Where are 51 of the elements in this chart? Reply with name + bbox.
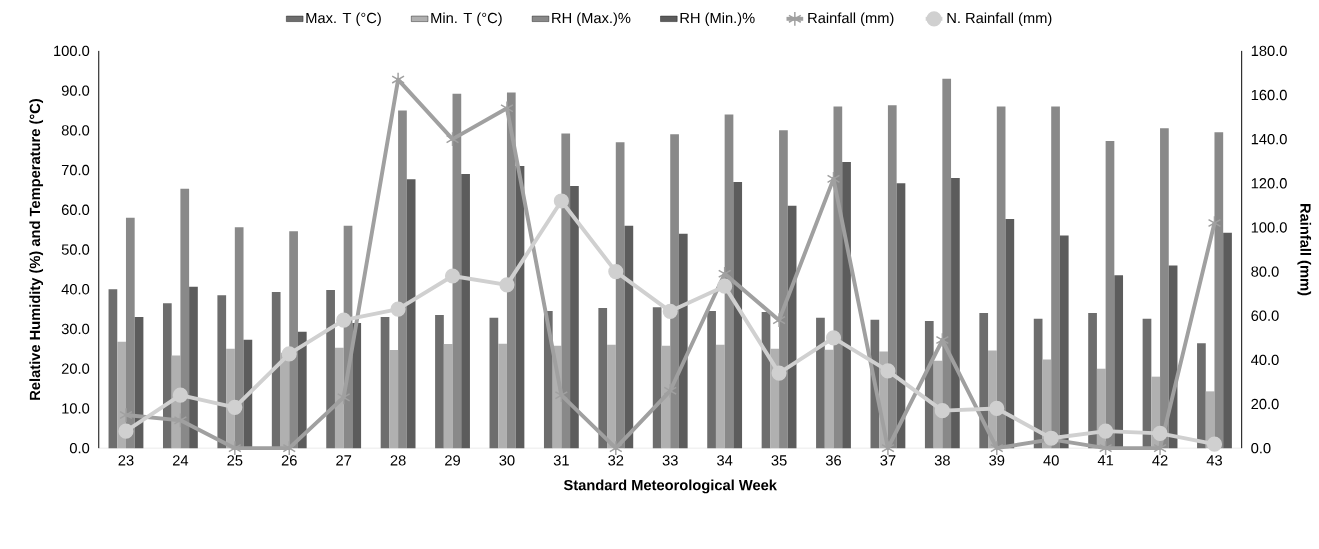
x-tick-label: 26 — [281, 455, 297, 466]
x-tick-label: 37 — [880, 455, 896, 466]
x-tick-label: 41 — [1097, 455, 1114, 466]
y-tick-label: 60.0 — [61, 204, 90, 215]
x-axis-title: Standard Meteorological Week — [563, 479, 777, 494]
x-tick-label: 28 — [390, 455, 406, 466]
legend-label: Min. T (°C) — [431, 12, 502, 27]
y-tick-label: 80.0 — [61, 125, 90, 136]
y2-tick-label: 180.0 — [1251, 45, 1287, 57]
y2-tick-label: 160.0 — [1251, 89, 1287, 101]
legend-label: Max. T (°C) — [306, 12, 381, 27]
y-tick-label: 50.0 — [61, 244, 90, 255]
x-tick-label: 29 — [445, 455, 460, 466]
x-tick-label: 24 — [172, 455, 189, 466]
x-tick-label: 43 — [1206, 455, 1222, 466]
x-tick-label: 35 — [771, 455, 787, 466]
legend-label: RH (Max.)% — [552, 12, 631, 27]
legend-label: RH (Min.)% — [680, 12, 755, 27]
y2-tick-label: 60.0 — [1251, 310, 1279, 321]
y2-tick-label: 120.0 — [1251, 178, 1287, 189]
y-tick-label: 30.0 — [61, 323, 90, 335]
y2-tick-label: 40.0 — [1251, 354, 1279, 366]
x-tick-label: 40 — [1043, 455, 1059, 466]
x-tick-label: 32 — [608, 455, 624, 466]
x-tick-label: 33 — [662, 455, 678, 466]
y2-tick-label: 140.0 — [1251, 133, 1287, 145]
y-tick-label: 0.0 — [69, 442, 90, 454]
y2-tick-label: 20.0 — [1251, 398, 1279, 410]
y-tick-label: 20.0 — [61, 363, 90, 374]
x-tick-label: 27 — [336, 455, 352, 466]
y-tick-label: 10.0 — [62, 403, 90, 414]
y2-axis-title: Rainfall (mm) — [1297, 204, 1312, 296]
y-axis-title: Relative Humidity (%) and Temperature (°C) — [29, 99, 44, 400]
y2-tick-label: 80.0 — [1251, 266, 1279, 277]
x-tick-label: 25 — [227, 455, 243, 466]
y-tick-label: 100.0 — [54, 45, 90, 57]
x-tick-label: 30 — [499, 455, 515, 466]
x-tick-label: 38 — [934, 455, 950, 466]
x-tick-label: 39 — [989, 455, 1005, 466]
x-tick-label: 34 — [717, 455, 733, 466]
x-tick-label: 23 — [118, 455, 134, 466]
x-tick-label: 36 — [825, 455, 842, 466]
y2-tick-label: 0.0 — [1251, 442, 1271, 454]
legend-label: Rainfall (mm) — [808, 12, 894, 27]
y-tick-label: 70.0 — [61, 164, 90, 176]
y-tick-label: 40.0 — [61, 284, 90, 295]
legend-label: N. Rainfall (mm) — [947, 12, 1052, 27]
x-tick-label: 42 — [1152, 455, 1168, 466]
x-tick-label: 31 — [553, 455, 569, 466]
y-tick-label: 90.0 — [61, 85, 90, 96]
y2-tick-label: 100.0 — [1251, 222, 1287, 233]
